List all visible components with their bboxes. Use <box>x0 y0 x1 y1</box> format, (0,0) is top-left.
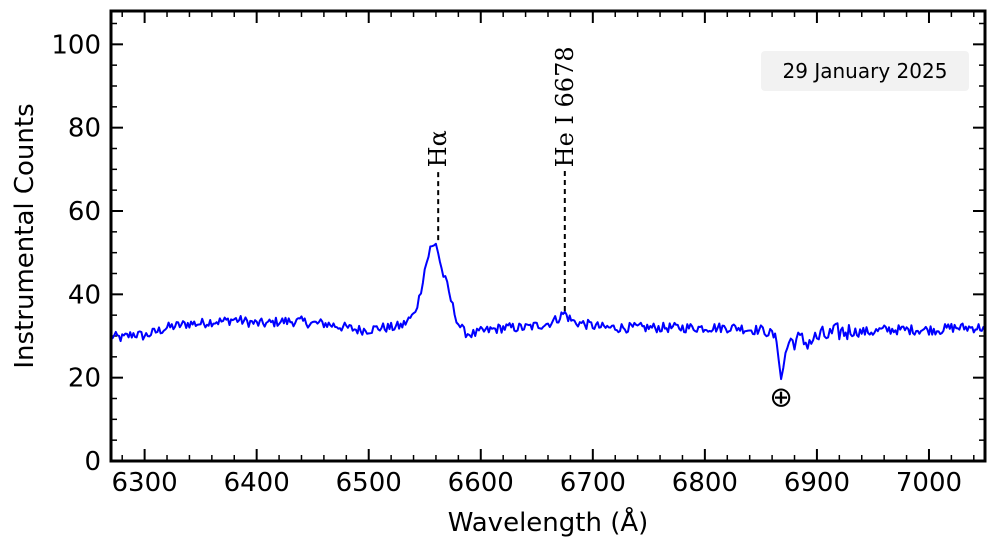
line-annotations: Hα He I 6678 <box>424 46 579 311</box>
y-tick-label: 0 <box>84 447 101 477</box>
x-tick-label: 6400 <box>224 468 290 498</box>
x-tick-label: 7000 <box>896 468 962 498</box>
line-marker-label: He I 6678 <box>551 46 579 167</box>
y-tick-label: 60 <box>68 197 101 227</box>
x-tick-label: 6600 <box>448 468 514 498</box>
x-tick-label: 6700 <box>560 468 626 498</box>
date-label: 29 January 2025 <box>783 59 948 83</box>
major-ticks <box>111 11 985 462</box>
spectrum-line <box>110 242 986 381</box>
y-tick-labels: 0 20 40 60 80 100 <box>51 30 101 477</box>
line-marker-label: Hα <box>424 130 452 167</box>
telluric-symbol: ⊕ <box>769 380 792 413</box>
y-tick-label: 40 <box>68 280 101 310</box>
x-tick-labels: 6300 6400 6500 6600 6700 6800 6900 7000 <box>112 468 963 498</box>
x-tick-label: 6900 <box>784 468 850 498</box>
x-tick-label: 6300 <box>112 468 178 498</box>
x-tick-label: 6500 <box>336 468 402 498</box>
y-tick-label: 80 <box>68 114 101 144</box>
x-tick-label: 6800 <box>672 468 738 498</box>
plot-frame <box>109 9 987 463</box>
y-axis-label: Instrumental Counts <box>10 103 40 368</box>
y-tick-label: 100 <box>51 30 101 60</box>
x-axis-label: Wavelength (Å) <box>448 506 649 538</box>
y-tick-label: 20 <box>68 364 101 394</box>
date-box <box>761 51 969 91</box>
